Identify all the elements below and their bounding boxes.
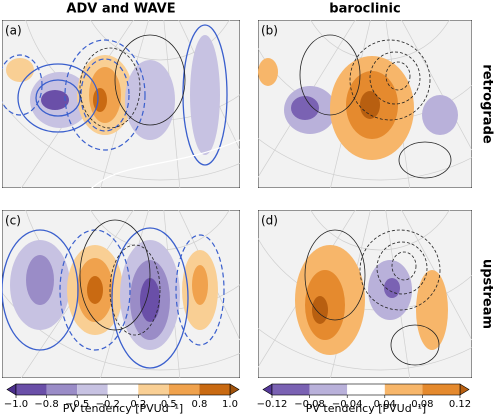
colorbar-tick-label: −1.0 [4, 399, 28, 410]
row-label: retrograde [480, 64, 495, 144]
colorbar-tick-label: 0.12 [449, 399, 471, 410]
colorbar-bin [422, 384, 460, 395]
map-panel [2, 210, 240, 378]
colorbar-bin [107, 384, 139, 395]
colorbar-frame [15, 383, 231, 396]
colorbar-bin [309, 384, 348, 395]
colorbar-bin [272, 384, 310, 395]
panel-label: (b) [261, 24, 278, 38]
colorbar-tick-label: −0.04 [332, 399, 363, 410]
colorbar-extend [229, 383, 240, 396]
map-panel [2, 20, 240, 188]
colorbar-tick-label: −0.5 [65, 399, 89, 410]
map-panel [258, 20, 472, 188]
panel-label: (a) [5, 24, 22, 38]
colorbar-tick-label: −0.08 [294, 399, 325, 410]
colorbar-tick-label: 1.0 [222, 399, 238, 410]
colorbar-extend [459, 383, 470, 396]
column-title: ADV and WAVE [66, 2, 175, 17]
colorbar-tick-label: 0.8 [191, 399, 207, 410]
colorbar-label: PV tendency [PVUd⁻¹] [306, 402, 426, 415]
panel-label: (d) [261, 214, 278, 228]
colorbar-tick-label: −0.8 [34, 399, 58, 410]
colorbar-tick-label: 0.2 [130, 399, 146, 410]
colorbar-bin [16, 384, 47, 395]
colorbar-tick-label: 0.08 [411, 399, 433, 410]
colorbar-frame [271, 383, 461, 396]
colorbar-tick-label: 0.04 [374, 399, 396, 410]
colorbar-extend [262, 383, 273, 396]
colorbar-tick-label: 0.5 [161, 399, 177, 410]
colorbar-bin [46, 384, 78, 395]
colorbar-extend [6, 383, 17, 396]
colorbar-label: PV tendency [PVUd⁻¹] [63, 402, 183, 415]
colorbar-bin [384, 384, 423, 395]
colorbar-bin [77, 384, 108, 395]
panel-label: (c) [5, 214, 21, 228]
row-label: upstream [480, 259, 495, 329]
column-title: baroclinic [329, 2, 400, 17]
colorbar-tick-label: −0.12 [257, 399, 288, 410]
colorbar-bin [138, 384, 169, 395]
map-panel [258, 210, 472, 378]
colorbar-bin [347, 384, 385, 395]
colorbar-tick-label: −0.2 [96, 399, 120, 410]
colorbar-bin [168, 384, 200, 395]
colorbar-bin [199, 384, 230, 395]
